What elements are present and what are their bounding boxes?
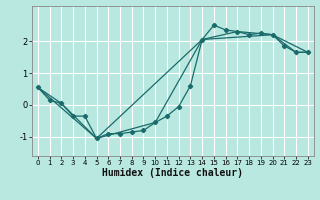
X-axis label: Humidex (Indice chaleur): Humidex (Indice chaleur) bbox=[102, 168, 243, 178]
